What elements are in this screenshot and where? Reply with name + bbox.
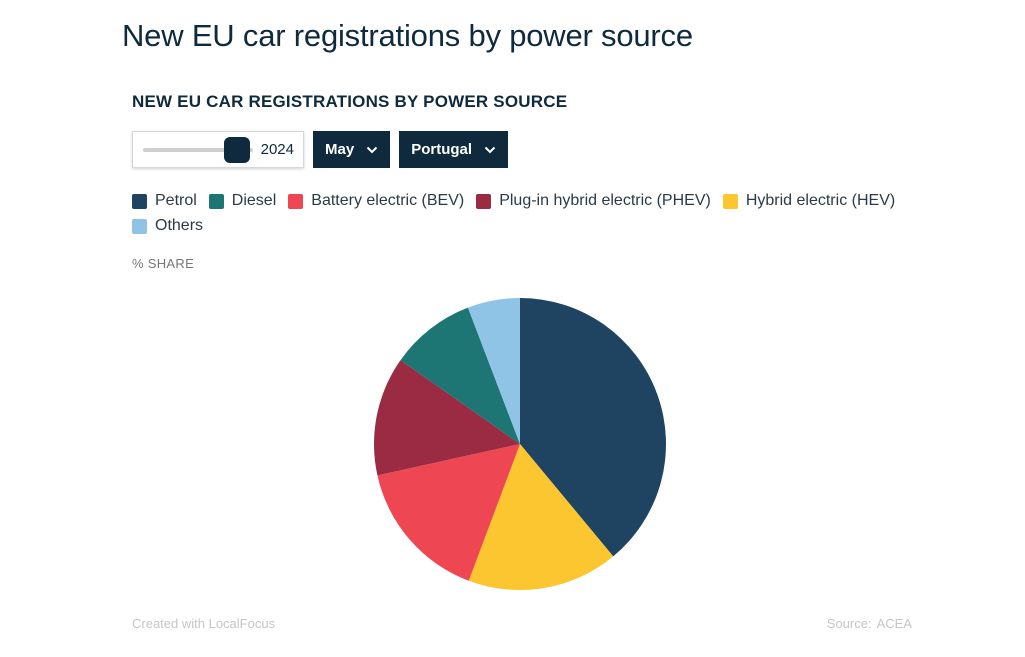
pie-slice-hybrid-electric-hev[interactable] [468, 444, 614, 590]
chart-legend: Petrol Diesel Battery electric (BEV) Plu… [132, 191, 912, 236]
legend-item-bev[interactable]: Battery electric (BEV) [288, 191, 464, 211]
legend-label-bev: Battery electric (BEV) [311, 192, 465, 209]
year-slider-handle[interactable] [224, 136, 251, 163]
month-dropdown-label: May [325, 141, 355, 158]
page-title: New EU car registrations by power source [122, 18, 693, 53]
country-dropdown[interactable]: Portugal [399, 131, 509, 168]
footer-source: Source: ACEA [827, 616, 912, 631]
footer-source-value[interactable]: ACEA [876, 616, 912, 631]
pie-slice-battery-electric-bev[interactable] [377, 444, 520, 581]
legend-label-diesel: Diesel [231, 192, 277, 209]
legend-label-others: Others [155, 217, 204, 234]
pie-chart [374, 298, 666, 590]
legend-item-petrol[interactable]: Petrol [132, 191, 197, 211]
pie-slice-others[interactable] [467, 298, 520, 444]
year-slider[interactable]: 2024 [132, 131, 304, 168]
year-slider-value: 2024 [260, 141, 294, 158]
country-dropdown-label: Portugal [411, 141, 473, 158]
pie-slice-plug-in-hybrid-electric-phev[interactable] [374, 360, 520, 476]
chart-title: NEW EU CAR REGISTRATIONS BY POWER SOURCE [132, 92, 568, 111]
legend-swatch-phev [476, 193, 492, 209]
footer-source-label: Source: [826, 616, 872, 631]
month-dropdown[interactable]: May [313, 131, 391, 168]
chart-controls: 2024 May Portugal [132, 131, 509, 168]
legend-swatch-others [132, 218, 147, 234]
chevron-down-icon [366, 146, 378, 153]
legend-label-hev: Hybrid electric (HEV) [745, 192, 896, 209]
pie-slice-diesel[interactable] [400, 307, 520, 444]
legend-swatch-petrol [132, 193, 147, 209]
legend-swatch-bev [288, 193, 304, 209]
legend-item-diesel[interactable]: Diesel [208, 191, 277, 211]
unit-label: % SHARE [132, 256, 195, 271]
footer-credit[interactable]: Created with LocalFocus [132, 616, 276, 631]
legend-swatch-diesel [208, 193, 224, 209]
legend-item-phev[interactable]: Plug-in hybrid electric (PHEV) [476, 191, 711, 211]
legend-label-phev: Plug-in hybrid electric (PHEV) [499, 192, 711, 209]
legend-item-others[interactable]: Others [132, 216, 203, 236]
legend-label-petrol: Petrol [155, 192, 197, 209]
legend-item-hev[interactable]: Hybrid electric (HEV) [722, 191, 896, 211]
pie-slice-petrol[interactable] [520, 298, 666, 557]
legend-swatch-hev [722, 193, 738, 209]
year-slider-track[interactable] [143, 136, 253, 163]
chevron-down-icon [484, 146, 496, 153]
